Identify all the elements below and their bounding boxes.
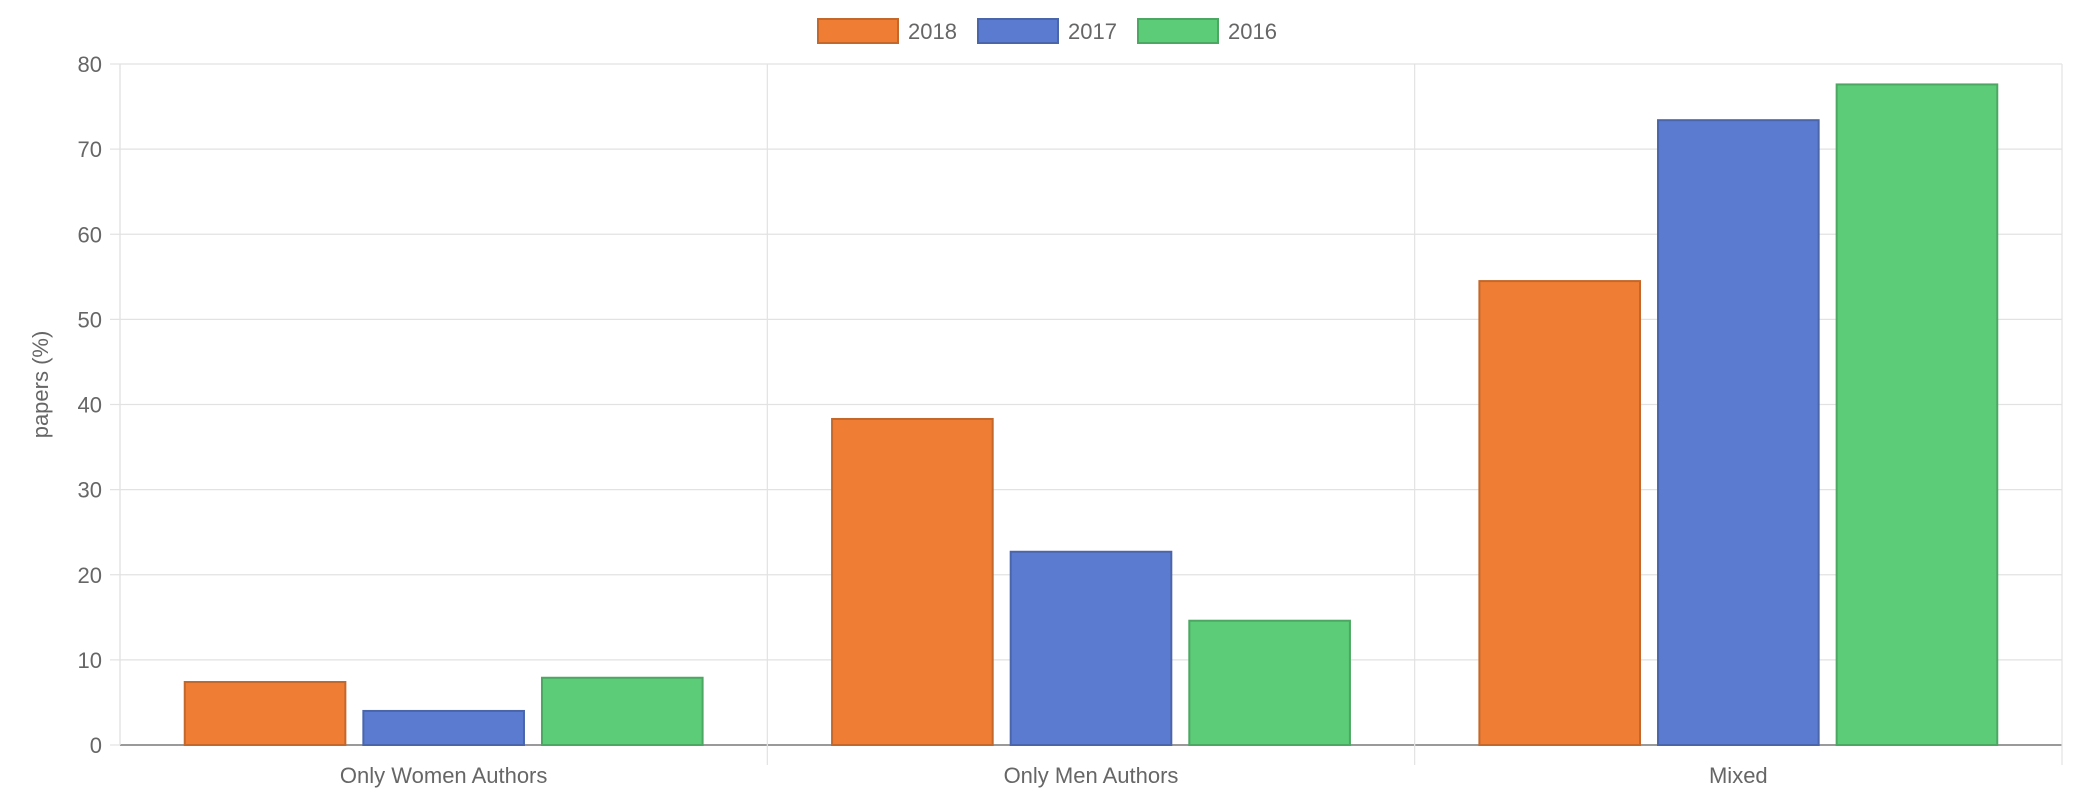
y-tick-label: 20 xyxy=(78,563,102,588)
y-tick-label: 30 xyxy=(78,478,102,503)
y-tick-label: 10 xyxy=(78,648,102,673)
grid-lines xyxy=(119,63,2063,765)
x-tick-label: Mixed xyxy=(1709,763,1768,788)
y-tick-label: 60 xyxy=(78,222,102,247)
bar-2018-only-women-authors[interactable] xyxy=(183,681,347,747)
y-tick-label: 80 xyxy=(78,52,102,77)
bar-2016-mixed[interactable] xyxy=(1835,83,1999,747)
y-axis-title: papers (%) xyxy=(28,331,53,439)
y-tick-label: 0 xyxy=(90,733,102,758)
bars xyxy=(183,83,1999,747)
bar-2017-only-women-authors[interactable] xyxy=(362,709,525,747)
legend-swatch xyxy=(1137,18,1219,44)
legend: 2018 2017 2016 xyxy=(817,18,1277,44)
bar-2016-only-women-authors[interactable] xyxy=(540,676,704,746)
bar-2018-mixed[interactable] xyxy=(1478,280,1642,746)
y-tick-label: 40 xyxy=(78,393,102,418)
y-tick-label: 50 xyxy=(78,307,102,332)
bar-2018-only-men-authors[interactable] xyxy=(831,417,994,746)
legend-label: 2017 xyxy=(1068,19,1117,44)
legend-swatch xyxy=(817,18,899,44)
bar-2017-only-men-authors[interactable] xyxy=(1009,550,1173,746)
axes: 0 10 20 30 40 50 60 70 80 Only Women Authors Only … xyxy=(78,52,1768,788)
legend-item-2018[interactable]: 2018 xyxy=(817,18,957,44)
x-tick-label: Only Women Authors xyxy=(340,763,547,788)
x-tick-label: Only Men Authors xyxy=(1004,763,1179,788)
legend-item-2017[interactable]: 2017 xyxy=(977,18,1117,44)
bar-2017-mixed[interactable] xyxy=(1657,119,1820,747)
legend-item-2016[interactable]: 2016 xyxy=(1137,18,1277,44)
y-tick-label: 70 xyxy=(78,137,102,162)
bar-2016-only-men-authors[interactable] xyxy=(1188,619,1351,747)
legend-label: 2016 xyxy=(1228,19,1277,44)
legend-swatch xyxy=(977,18,1059,44)
legend-label: 2018 xyxy=(908,19,957,44)
